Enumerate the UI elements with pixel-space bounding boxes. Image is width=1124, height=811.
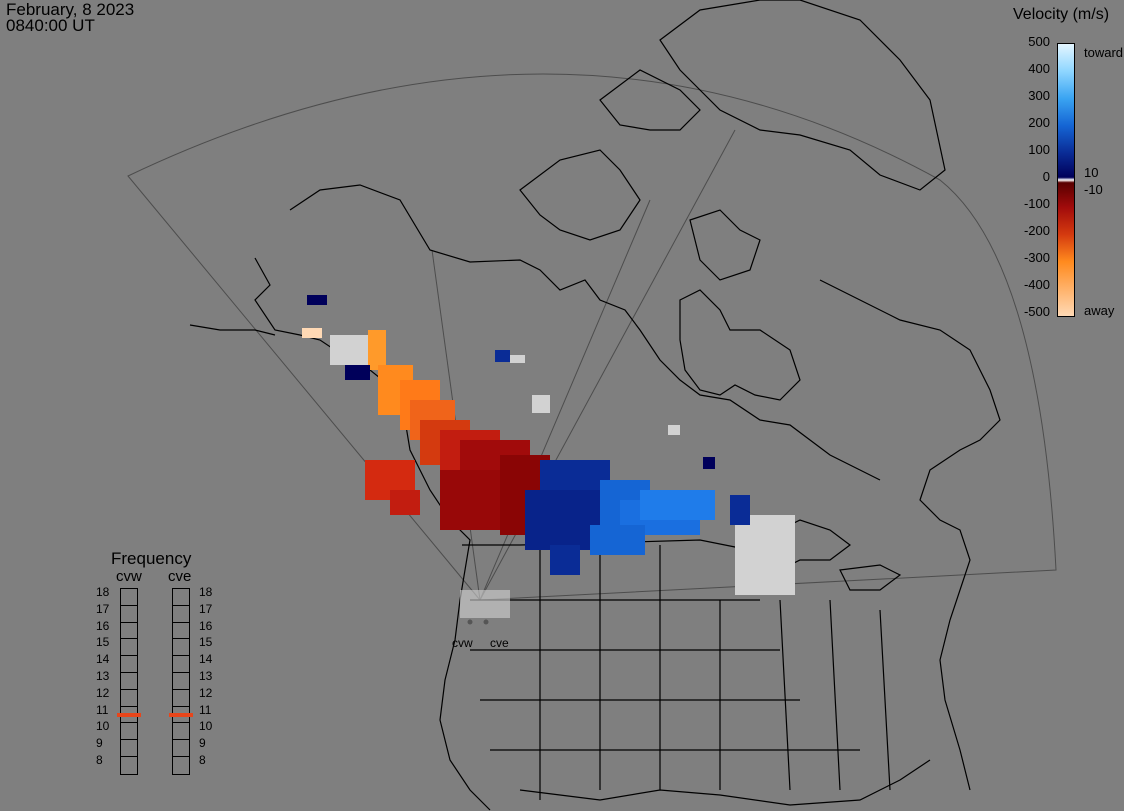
frequency-cell [173, 606, 189, 623]
frequency-cell [121, 757, 137, 774]
frequency-marker [169, 712, 193, 717]
velocity-neg10-label: -10 [1084, 182, 1103, 197]
velocity-tick-label: -400 [1023, 277, 1050, 292]
frequency-level-label: 10 [199, 719, 213, 734]
frequency-cell [121, 639, 137, 657]
velocity-tick-label: 300 [1028, 88, 1050, 103]
frequency-level-label: 12 [96, 685, 110, 700]
frequency-cell [121, 589, 137, 606]
frequency-level-label: 9 [96, 736, 103, 751]
frequency-level-label: 13 [96, 669, 110, 683]
frequency-level-label: 14 [96, 652, 110, 667]
frequency-level-label: 16 [96, 618, 110, 633]
velocity-tick-label: -500 [1023, 304, 1050, 319]
coastlines [189, 0, 1001, 811]
velocity-toward [307, 295, 750, 575]
frequency-cell [173, 589, 189, 606]
frequency-cell [117, 707, 141, 724]
frequency-cell [121, 673, 137, 690]
frequency-cell [121, 623, 137, 640]
cve-frequency-bar [169, 588, 193, 775]
site-label-cvw: cvw [452, 636, 473, 650]
velocity-pos10-label: 10 [1084, 165, 1099, 180]
frequency-level-label: 15 [96, 635, 110, 650]
frequency-level-label: 15 [199, 635, 213, 650]
frequency-cell [173, 757, 189, 774]
frequency-level-label: 18 [96, 585, 110, 599]
frequency-level-label: 16 [199, 618, 213, 633]
frequency-cell [121, 740, 137, 757]
velocity-toward-label: toward [1084, 45, 1124, 60]
frequency-cell [173, 639, 189, 657]
frequency-level-label: 10 [96, 719, 110, 734]
frequency-level-label: 12 [199, 685, 213, 700]
frequency-cell [173, 740, 189, 757]
frequency-cell [173, 623, 189, 640]
date-label: February, 8 2023 [6, 0, 135, 19]
frequency-level-label: 11 [96, 702, 109, 717]
frequency-cell [121, 723, 137, 741]
frequency-cell [173, 723, 189, 741]
velocity-tick-label: -100 [1023, 196, 1050, 211]
ground-scatter [330, 335, 795, 595]
velocity-colorbar [1057, 43, 1075, 317]
cvw-label: cvw [116, 568, 142, 585]
cve-label: cve [168, 568, 192, 585]
velocity-tick-label: 400 [1028, 61, 1050, 76]
velocity-tick-label: 100 [1028, 142, 1050, 157]
frequency-level-label: 13 [199, 669, 213, 683]
time-label: 0840:00 UT [6, 16, 95, 35]
velocity-tick-label: -300 [1023, 250, 1050, 265]
frequency-level-label: 8 [96, 753, 103, 767]
frequency-level-label: 17 [96, 601, 110, 616]
frequency-legend-title: Frequency [111, 549, 192, 568]
frequency-level-label: 17 [199, 601, 213, 616]
velocity-tick-label: 200 [1028, 115, 1050, 130]
frequency-level-label: 14 [199, 652, 213, 667]
frequency-level-label: 9 [199, 736, 206, 751]
frequency-cell [173, 673, 189, 690]
frequency-cell [121, 656, 137, 673]
frequency-level-label: 18 [199, 585, 213, 599]
frequency-cell [169, 707, 193, 724]
velocity-tick-label: -200 [1023, 223, 1050, 238]
velocity-away-label: away [1084, 303, 1115, 318]
velocity-legend-title: Velocity (m/s) [1013, 6, 1110, 23]
velocity-tick-label: 500 [1028, 34, 1050, 49]
frequency-marker [117, 712, 141, 717]
frequency-cell [121, 606, 137, 623]
cvw-frequency-bar [117, 588, 141, 775]
frequency-cell [173, 690, 189, 707]
frequency-cell [173, 656, 189, 673]
frequency-cell [121, 690, 137, 707]
radar-sites [460, 590, 510, 625]
site-label-cve: cve [490, 636, 509, 650]
frequency-level-label: 11 [199, 702, 212, 717]
frequency-level-label: 8 [199, 753, 206, 767]
velocity-tick-label: 0 [1042, 169, 1050, 184]
